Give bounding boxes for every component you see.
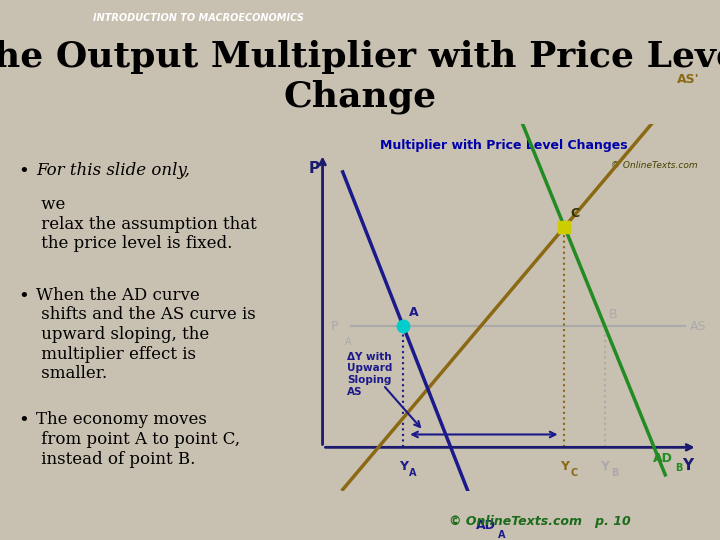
- Text: Y: Y: [683, 458, 693, 474]
- Text: Y: Y: [560, 460, 569, 473]
- Text: ΔY with
Upward
Sloping
AS: ΔY with Upward Sloping AS: [347, 352, 392, 397]
- Text: B: B: [611, 468, 618, 477]
- Text: •: •: [19, 162, 30, 180]
- Text: Y: Y: [600, 460, 609, 473]
- Text: A: A: [345, 337, 351, 347]
- Text: When the AD curve
 shifts and the AS curve is
 upward sloping, the
 multiplier e: When the AD curve shifts and the AS curv…: [36, 287, 256, 382]
- Text: AS: AS: [690, 320, 706, 333]
- Text: A: A: [409, 468, 417, 477]
- Text: Y: Y: [399, 460, 408, 473]
- Text: © OnlineTexts.com: © OnlineTexts.com: [611, 161, 698, 170]
- Text: AD: AD: [476, 518, 495, 531]
- Text: C: C: [570, 468, 577, 477]
- Text: © OnlineTexts.com   p. 10: © OnlineTexts.com p. 10: [449, 515, 631, 528]
- Text: •: •: [19, 287, 30, 305]
- Text: P: P: [331, 320, 338, 333]
- Text: AD: AD: [653, 453, 673, 465]
- Text: AS': AS': [678, 73, 700, 86]
- Text: B: B: [609, 308, 618, 321]
- Text: A: A: [409, 306, 419, 319]
- Text: A: A: [498, 530, 505, 539]
- Text: P: P: [309, 161, 320, 176]
- Text: •: •: [19, 411, 30, 429]
- Text: For this slide only,: For this slide only,: [36, 162, 190, 179]
- Text: The Output Multiplier with Price Level
Change: The Output Multiplier with Price Level C…: [0, 40, 720, 114]
- Text: The economy moves
 from point A to point C,
 instead of point B.: The economy moves from point A to point …: [36, 411, 240, 468]
- Text: INTRODUCTION TO MACROECONOMICS: INTRODUCTION TO MACROECONOMICS: [93, 12, 303, 23]
- Text: Multiplier with Price Level Changes: Multiplier with Price Level Changes: [380, 139, 628, 152]
- Text: C: C: [570, 207, 580, 220]
- Text: we
 relax the assumption that
 the price level is fixed.: we relax the assumption that the price l…: [36, 196, 257, 252]
- Text: B: B: [675, 463, 683, 474]
